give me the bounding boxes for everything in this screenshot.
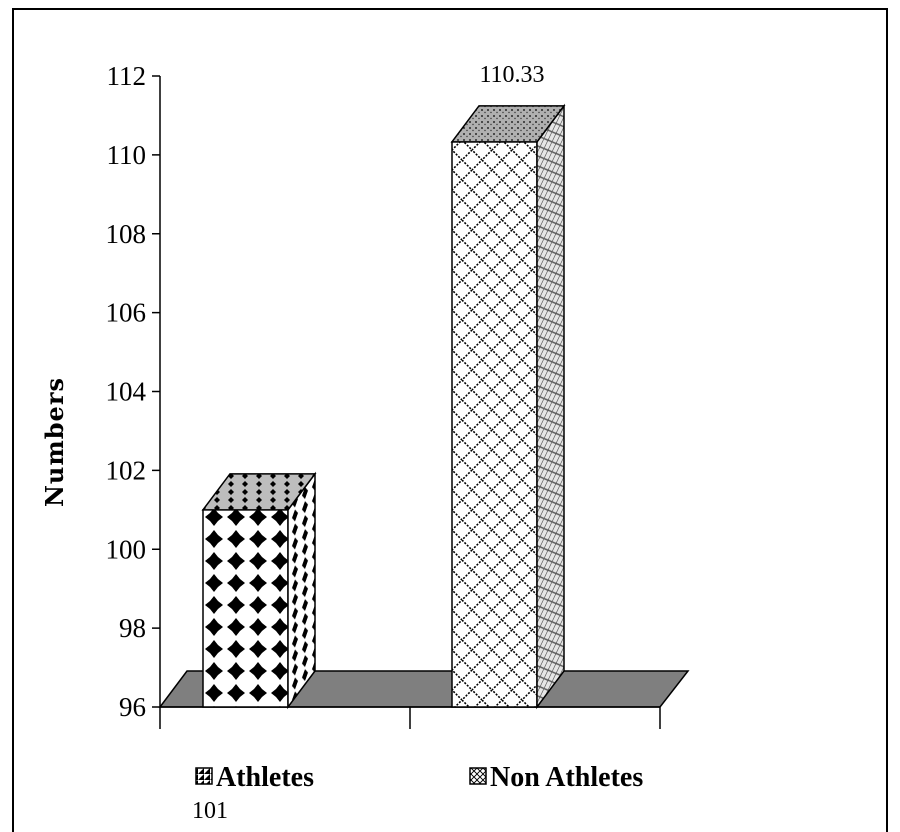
legend-label: Athletes — [216, 762, 314, 793]
y-tick-label: 108 — [106, 219, 147, 249]
y-tick-label: 102 — [106, 455, 147, 485]
y-tick-label: 110 — [107, 140, 147, 170]
bar-front-face — [451, 141, 538, 708]
legend-label: Non Athletes — [490, 762, 643, 793]
y-tick-label: 100 — [106, 534, 147, 564]
data-label: 101 — [192, 798, 228, 824]
bar-side-face — [536, 103, 565, 710]
y-tick-label: 104 — [106, 377, 147, 407]
y-tick-label: 112 — [107, 61, 147, 91]
y-tick-label: 96 — [119, 692, 146, 722]
bar-top-face — [450, 105, 566, 143]
bar-athletes — [201, 471, 317, 710]
y-axis-title: Numbers — [40, 377, 69, 507]
legend-swatch — [195, 767, 213, 785]
chart-frame — [12, 8, 888, 832]
y-tick-label: 98 — [119, 613, 146, 643]
bar-side-face — [287, 471, 316, 710]
y-tick-label: 106 — [106, 298, 147, 328]
legend-swatch — [469, 767, 487, 785]
data-label: 110.33 — [479, 62, 544, 88]
bar-top-face — [201, 473, 317, 511]
bar-front-face — [202, 509, 289, 708]
bar-non-athletes — [450, 103, 566, 710]
